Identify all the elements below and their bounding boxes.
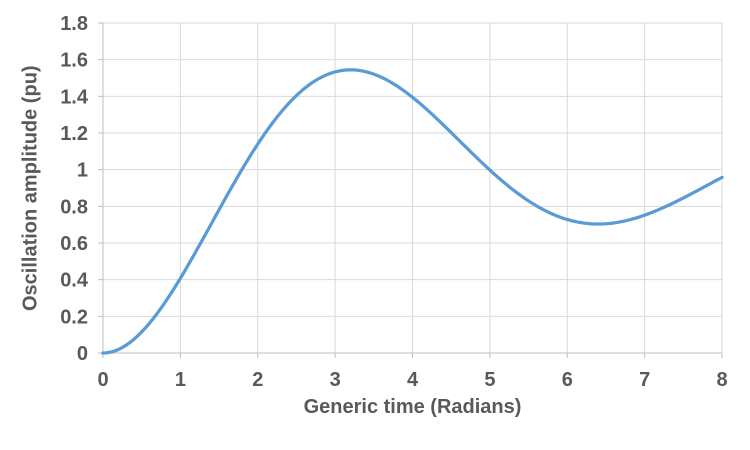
x-tick-label: 1	[175, 369, 186, 391]
y-tick-label: 0.6	[60, 233, 88, 255]
x-tick-label: 2	[252, 369, 263, 391]
y-tick-label: 0.4	[60, 270, 89, 292]
x-tick-label: 0	[97, 369, 108, 391]
y-axis-title: Oscillation amplitude (pu)	[19, 65, 42, 311]
x-tick-label: 6	[562, 369, 573, 391]
y-tick-label: 1.4	[60, 86, 89, 108]
y-tick-label: 1.6	[60, 50, 88, 72]
y-tick-label: 0.8	[60, 196, 88, 218]
y-tick-label: 0.2	[60, 306, 88, 328]
y-tick-label: 0	[77, 343, 88, 365]
y-tick-label: 1.2	[60, 123, 88, 145]
x-tick-label: 3	[330, 369, 341, 391]
x-tick-label: 4	[407, 369, 419, 391]
x-tick-label: 8	[716, 369, 727, 391]
oscillation-curve	[101, 68, 724, 355]
x-axis-title: Generic time (Radians)	[303, 396, 522, 418]
y-tick-label: 1.8	[60, 13, 88, 35]
y-tick-label: 1	[77, 160, 88, 182]
x-tick-label: 5	[484, 369, 495, 391]
x-tick-label: 7	[639, 369, 650, 391]
